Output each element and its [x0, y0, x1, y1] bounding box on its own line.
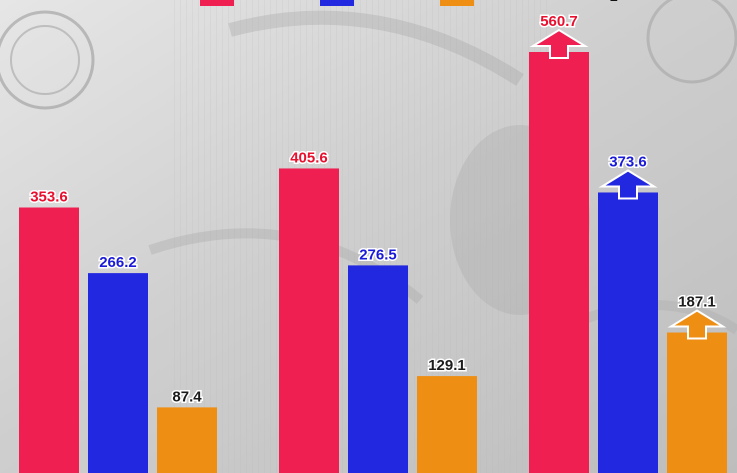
value-label-series-3-group-3: 187.1 — [678, 294, 716, 311]
legend-swatch-series-2 — [320, 0, 354, 6]
value-label-series-3-group-1: 87.4 — [172, 388, 202, 405]
bar-series-3-group-1 — [157, 407, 217, 473]
value-label-series-1-group-1: 353.6 — [30, 189, 68, 206]
bar-series-1-group-1 — [19, 207, 79, 473]
legend-swatch-series-1 — [200, 0, 234, 6]
up-arrow-icon — [529, 28, 589, 59]
up-arrow-icon — [667, 309, 727, 340]
value-label-series-2-group-1: 266.2 — [99, 254, 137, 271]
value-label-series-1-group-2: 405.6 — [290, 149, 328, 166]
value-label-series-2-group-3: 373.6 — [609, 153, 647, 170]
bar-series-3-group-3 — [667, 332, 727, 473]
bar-series-1-group-2 — [279, 168, 339, 473]
legend-partial-text: 2 — [610, 0, 618, 4]
legend-swatch-series-3 — [440, 0, 474, 6]
seal-decoration — [0, 10, 95, 110]
up-arrow-icon — [598, 169, 658, 200]
bar-series-2-group-1 — [88, 273, 148, 473]
bar-series-1-group-3 — [529, 52, 589, 473]
bar-series-2-group-2 — [348, 265, 408, 473]
value-label-series-1-group-3: 560.7 — [540, 13, 578, 30]
value-label-series-2-group-2: 276.5 — [359, 246, 397, 263]
bar-series-2-group-3 — [598, 192, 658, 473]
value-label-series-3-group-2: 129.1 — [428, 357, 466, 374]
bar-series-3-group-2 — [417, 376, 477, 473]
